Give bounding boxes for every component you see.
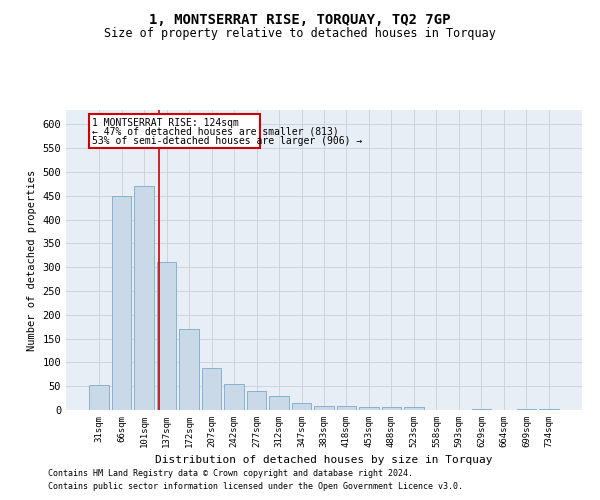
Bar bbox=[472, 408, 491, 410]
Bar bbox=[359, 406, 379, 410]
Bar bbox=[269, 396, 289, 410]
Text: Size of property relative to detached houses in Torquay: Size of property relative to detached ho… bbox=[104, 28, 496, 40]
Bar bbox=[292, 403, 311, 410]
Text: Contains public sector information licensed under the Open Government Licence v3: Contains public sector information licen… bbox=[48, 482, 463, 491]
Text: Contains HM Land Registry data © Crown copyright and database right 2024.: Contains HM Land Registry data © Crown c… bbox=[48, 468, 413, 477]
FancyBboxPatch shape bbox=[89, 114, 260, 148]
Text: ← 47% of detached houses are smaller (813): ← 47% of detached houses are smaller (81… bbox=[92, 126, 339, 136]
Bar bbox=[404, 406, 424, 410]
Bar bbox=[157, 262, 176, 410]
Bar bbox=[89, 385, 109, 410]
Bar bbox=[337, 406, 356, 410]
Text: 53% of semi-detached houses are larger (906) →: 53% of semi-detached houses are larger (… bbox=[92, 136, 362, 145]
Bar bbox=[134, 186, 154, 410]
Text: 1, MONTSERRAT RISE, TORQUAY, TQ2 7GP: 1, MONTSERRAT RISE, TORQUAY, TQ2 7GP bbox=[149, 12, 451, 26]
Bar bbox=[112, 196, 131, 410]
Bar bbox=[224, 384, 244, 410]
Bar bbox=[539, 409, 559, 410]
Bar bbox=[382, 407, 401, 410]
Bar bbox=[179, 329, 199, 410]
Text: 1 MONTSERRAT RISE: 124sqm: 1 MONTSERRAT RISE: 124sqm bbox=[92, 118, 239, 128]
Bar bbox=[202, 368, 221, 410]
Bar bbox=[247, 391, 266, 410]
X-axis label: Distribution of detached houses by size in Torquay: Distribution of detached houses by size … bbox=[155, 456, 493, 466]
Bar bbox=[517, 408, 536, 410]
Bar bbox=[314, 406, 334, 410]
Y-axis label: Number of detached properties: Number of detached properties bbox=[27, 170, 37, 350]
